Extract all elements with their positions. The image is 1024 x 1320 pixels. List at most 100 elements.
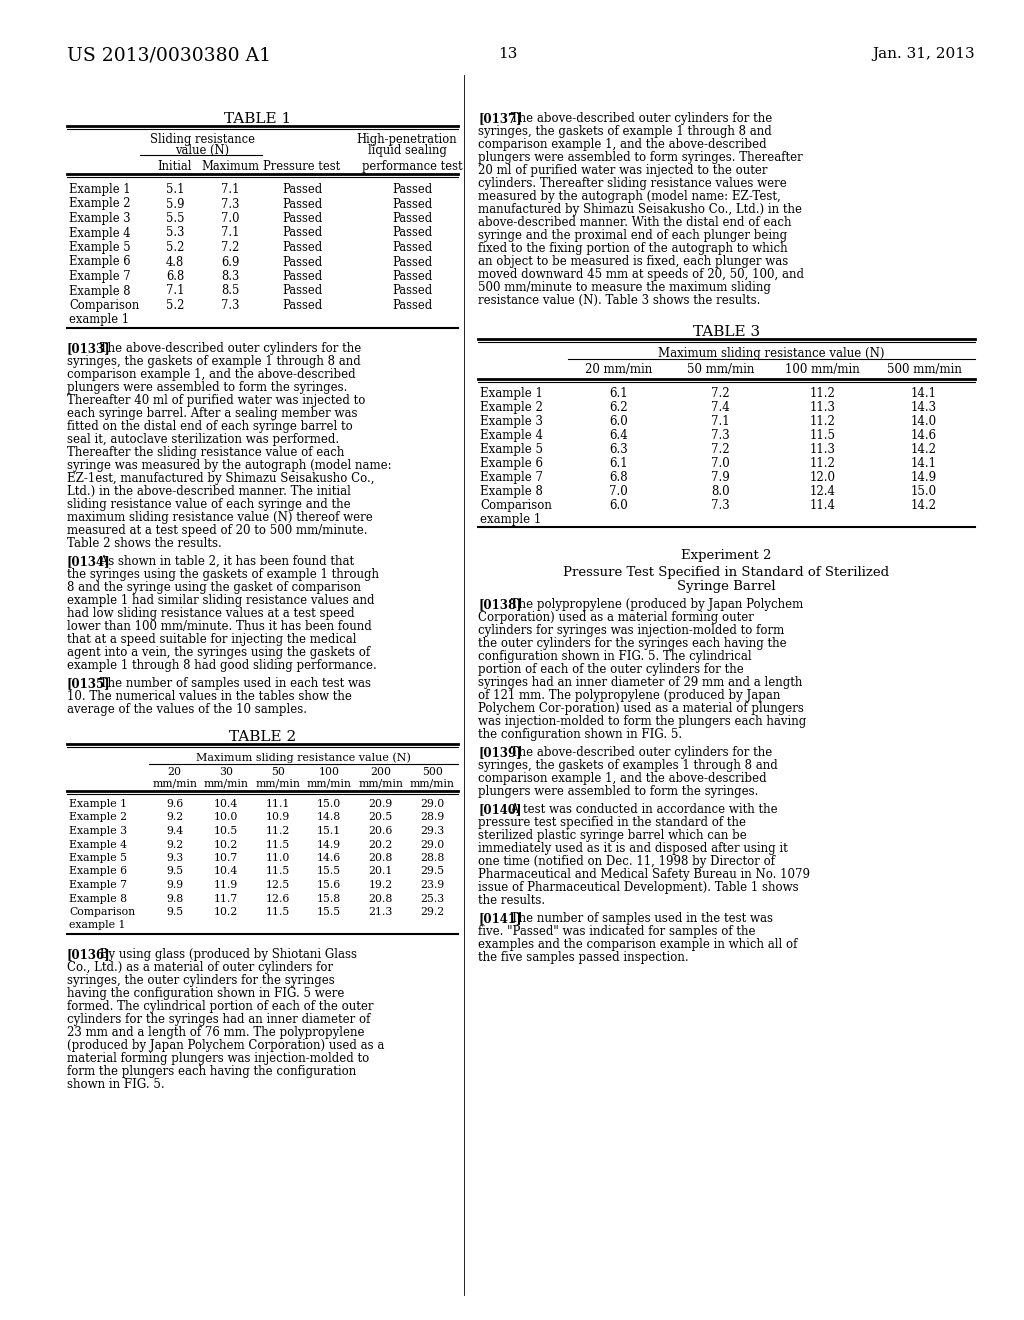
- Text: 8.0: 8.0: [712, 484, 730, 498]
- Text: cylinders. Thereafter sliding resistance values were: cylinders. Thereafter sliding resistance…: [478, 177, 786, 190]
- Text: 19.2: 19.2: [369, 880, 393, 890]
- Text: syringe and the proximal end of each plunger being: syringe and the proximal end of each plu…: [478, 228, 787, 242]
- Text: 15.1: 15.1: [317, 826, 341, 836]
- Text: 21.3: 21.3: [369, 907, 393, 917]
- Text: value (N): value (N): [175, 144, 229, 157]
- Text: 10. The numerical values in the tables show the: 10. The numerical values in the tables s…: [67, 690, 352, 704]
- Text: Passed: Passed: [282, 271, 323, 282]
- Text: 7.0: 7.0: [712, 457, 730, 470]
- Text: sliding resistance value of each syringe and the: sliding resistance value of each syringe…: [67, 498, 350, 511]
- Text: 14.2: 14.2: [911, 444, 937, 455]
- Text: syringes had an inner diameter of 29 mm and a length: syringes had an inner diameter of 29 mm …: [478, 676, 803, 689]
- Text: 25.3: 25.3: [420, 894, 444, 903]
- Text: portion of each of the outer cylinders for the: portion of each of the outer cylinders f…: [478, 663, 743, 676]
- Text: 6.0: 6.0: [609, 499, 629, 512]
- Text: 14.9: 14.9: [911, 471, 937, 484]
- Text: 20.9: 20.9: [369, 799, 393, 809]
- Text: 4.8: 4.8: [166, 256, 184, 268]
- Text: an object to be measured is fixed, each plunger was: an object to be measured is fixed, each …: [478, 255, 788, 268]
- Text: 14.2: 14.2: [911, 499, 937, 512]
- Text: 500 mm/min: 500 mm/min: [887, 363, 962, 376]
- Text: 10.7: 10.7: [214, 853, 239, 863]
- Text: Thereafter the sliding resistance value of each: Thereafter the sliding resistance value …: [67, 446, 344, 459]
- Text: 10.2: 10.2: [214, 907, 239, 917]
- Text: maximum sliding resistance value (N) thereof were: maximum sliding resistance value (N) the…: [67, 511, 373, 524]
- Text: examples and the comparison example in which all of: examples and the comparison example in w…: [478, 939, 798, 950]
- Text: TABLE 3: TABLE 3: [693, 325, 760, 339]
- Text: Example 3: Example 3: [69, 213, 130, 224]
- Text: 9.2: 9.2: [166, 813, 183, 822]
- Text: measured at a test speed of 20 to 500 mm/minute.: measured at a test speed of 20 to 500 mm…: [67, 524, 368, 537]
- Text: 5.3: 5.3: [166, 227, 184, 239]
- Text: 12.6: 12.6: [265, 894, 290, 903]
- Text: Jan. 31, 2013: Jan. 31, 2013: [872, 48, 975, 61]
- Text: Example 6: Example 6: [69, 866, 127, 876]
- Text: 9.5: 9.5: [166, 866, 183, 876]
- Text: 14.3: 14.3: [911, 401, 937, 414]
- Text: material forming plungers was injection-molded to: material forming plungers was injection-…: [67, 1052, 370, 1065]
- Text: 6.9: 6.9: [221, 256, 240, 268]
- Text: mm/min: mm/min: [307, 777, 351, 788]
- Text: Example 5: Example 5: [69, 242, 131, 253]
- Text: 500 mm/minute to measure the maximum sliding: 500 mm/minute to measure the maximum sli…: [478, 281, 771, 294]
- Text: 11.2: 11.2: [809, 457, 836, 470]
- Text: 9.8: 9.8: [166, 894, 183, 903]
- Text: 10.5: 10.5: [214, 826, 239, 836]
- Text: sterilized plastic syringe barrel which can be: sterilized plastic syringe barrel which …: [478, 829, 746, 842]
- Text: 100: 100: [318, 767, 340, 777]
- Text: the results.: the results.: [478, 894, 545, 907]
- Text: Experiment 2: Experiment 2: [681, 549, 772, 562]
- Text: 11.1: 11.1: [265, 799, 290, 809]
- Text: Passed: Passed: [392, 300, 432, 312]
- Text: Passed: Passed: [392, 213, 432, 224]
- Text: average of the values of the 10 samples.: average of the values of the 10 samples.: [67, 704, 307, 715]
- Text: immediately used as it is and disposed after using it: immediately used as it is and disposed a…: [478, 842, 787, 855]
- Text: Pressure Test Specified in Standard of Sterilized: Pressure Test Specified in Standard of S…: [563, 566, 890, 579]
- Text: 8 and the syringe using the gasket of comparison: 8 and the syringe using the gasket of co…: [67, 581, 361, 594]
- Text: 200: 200: [371, 767, 391, 777]
- Text: 29.3: 29.3: [420, 826, 444, 836]
- Text: Example 4: Example 4: [69, 840, 127, 850]
- Text: [0140]: [0140]: [478, 803, 521, 816]
- Text: By using glass (produced by Shiotani Glass: By using glass (produced by Shiotani Gla…: [96, 948, 357, 961]
- Text: mm/min: mm/min: [204, 777, 249, 788]
- Text: example 1: example 1: [69, 920, 126, 931]
- Text: 7.1: 7.1: [712, 414, 730, 428]
- Text: 6.1: 6.1: [609, 457, 628, 470]
- Text: mm/min: mm/min: [358, 777, 403, 788]
- Text: Example 1: Example 1: [480, 387, 543, 400]
- Text: Maximum sliding resistance value (N): Maximum sliding resistance value (N): [658, 347, 885, 360]
- Text: 50 mm/min: 50 mm/min: [687, 363, 755, 376]
- Text: [0136]: [0136]: [67, 948, 111, 961]
- Text: syringes, the gaskets of example 1 through 8 and: syringes, the gaskets of example 1 throu…: [67, 355, 360, 368]
- Text: Polychem Cor-poration) used as a material of plungers: Polychem Cor-poration) used as a materia…: [478, 702, 804, 715]
- Text: 30: 30: [219, 767, 233, 777]
- Text: TABLE 2: TABLE 2: [229, 730, 296, 744]
- Text: Example 5: Example 5: [69, 853, 127, 863]
- Text: 7.1: 7.1: [166, 285, 184, 297]
- Text: performance test: performance test: [361, 160, 462, 173]
- Text: pressure test specified in the standard of the: pressure test specified in the standard …: [478, 816, 746, 829]
- Text: 29.0: 29.0: [420, 840, 444, 850]
- Text: Sliding resistance: Sliding resistance: [150, 133, 255, 147]
- Text: Passed: Passed: [392, 242, 432, 253]
- Text: Passed: Passed: [282, 256, 323, 268]
- Text: Passed: Passed: [282, 227, 323, 239]
- Text: The above-described outer cylinders for the: The above-described outer cylinders for …: [507, 746, 772, 759]
- Text: Maximum: Maximum: [201, 160, 259, 173]
- Text: Passed: Passed: [392, 285, 432, 297]
- Text: comparison example 1, and the above-described: comparison example 1, and the above-desc…: [478, 139, 767, 150]
- Text: Pharmaceutical and Medical Safety Bureau in No. 1079: Pharmaceutical and Medical Safety Bureau…: [478, 869, 810, 880]
- Text: the five samples passed inspection.: the five samples passed inspection.: [478, 950, 688, 964]
- Text: [0141]: [0141]: [478, 912, 521, 925]
- Text: 12.5: 12.5: [265, 880, 290, 890]
- Text: 14.6: 14.6: [317, 853, 341, 863]
- Text: 8.3: 8.3: [221, 271, 240, 282]
- Text: Passed: Passed: [282, 183, 323, 195]
- Text: 20.5: 20.5: [369, 813, 393, 822]
- Text: 9.3: 9.3: [166, 853, 183, 863]
- Text: Example 8: Example 8: [69, 285, 130, 297]
- Text: Example 5: Example 5: [480, 444, 543, 455]
- Text: Pressure test: Pressure test: [263, 160, 341, 173]
- Text: fitted on the distal end of each syringe barrel to: fitted on the distal end of each syringe…: [67, 420, 352, 433]
